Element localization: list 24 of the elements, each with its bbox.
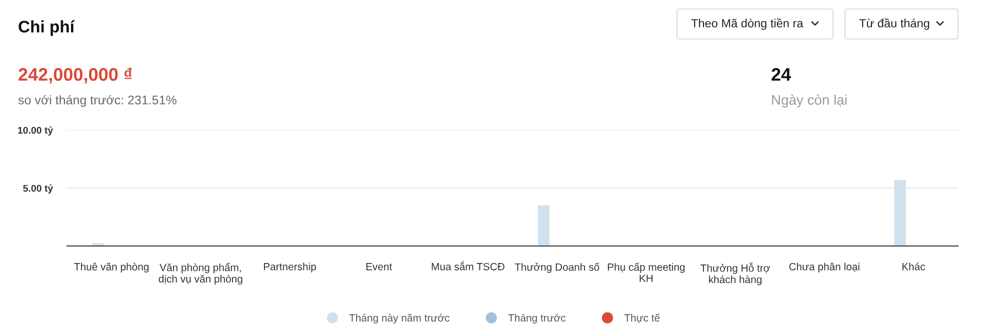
x-tick-label: Phụ cấp meeting KH <box>608 262 685 282</box>
bar <box>538 205 550 246</box>
chart-title: Chi phí <box>18 20 75 36</box>
x-tick-label: Thưởng Doanh số <box>514 262 600 273</box>
x-tick-label: Event <box>366 263 392 270</box>
legend-label: Tháng trước <box>508 314 566 324</box>
text: Từ đầu tháng <box>859 18 930 30</box>
legend-label: Tháng này năm trước <box>349 314 450 324</box>
y-tick-label: 5.00 tỷ <box>23 184 54 194</box>
x-tick-label: Mua sắm TSCĐ <box>432 261 504 270</box>
x-tick-label: Partnership <box>264 262 316 272</box>
text: Ngày còn lại <box>772 94 846 108</box>
text: 24 <box>772 68 791 81</box>
y-tick-label: 10.00 tỷ <box>18 126 54 136</box>
x-tick-label: Khác <box>902 262 926 270</box>
legend-label: Thực tế <box>624 313 660 324</box>
text: so với tháng trước: 231.51% <box>18 95 176 107</box>
x-tick-label: Thuê văn phòng <box>74 262 149 273</box>
x-tick-label: Văn phòng phẩm, dịch vụ văn phòng <box>158 262 242 285</box>
x-tick-label: Thưởng Hỗ trợ khách hàng <box>700 262 770 286</box>
text: 242,000,000 ₫ <box>18 68 132 84</box>
bar <box>894 180 906 246</box>
text: Theo Mã dòng tiền ra <box>691 18 804 30</box>
x-tick-label: Chưa phân loại <box>789 262 860 272</box>
